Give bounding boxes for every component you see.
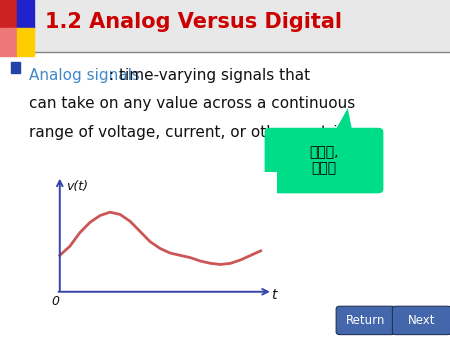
Text: can take on any value across a continuous: can take on any value across a continuou… — [29, 96, 356, 111]
Text: Next: Next — [408, 314, 436, 327]
FancyBboxPatch shape — [336, 306, 395, 335]
Text: : time-varying signals that: : time-varying signals that — [109, 68, 310, 82]
PathPatch shape — [334, 108, 352, 132]
Bar — [0, 0, 17, 28]
Text: 米制的,
公制的: 米制的, 公制的 — [309, 145, 339, 176]
Text: v(t): v(t) — [66, 180, 88, 193]
Text: t: t — [271, 288, 276, 301]
Bar — [11, 62, 20, 73]
Bar — [0, 28, 17, 56]
Bar — [17, 0, 34, 28]
FancyBboxPatch shape — [392, 306, 450, 335]
Bar — [0, 0, 450, 52]
FancyBboxPatch shape — [265, 128, 383, 193]
Bar — [17, 28, 34, 56]
Text: Analog signals: Analog signals — [29, 68, 140, 82]
Text: 1.2 Analog Versus Digital: 1.2 Analog Versus Digital — [45, 12, 342, 32]
Text: Return: Return — [346, 314, 385, 327]
Text: 0: 0 — [52, 295, 60, 308]
Text: range of voltage, current, or other metric.: range of voltage, current, or other metr… — [29, 125, 351, 140]
